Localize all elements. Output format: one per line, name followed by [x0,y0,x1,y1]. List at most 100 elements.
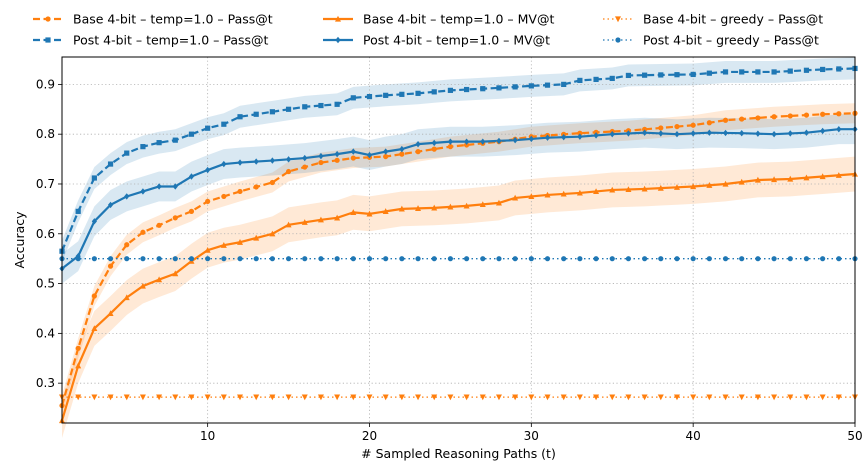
data-point [820,66,826,73]
data-point [220,394,227,401]
data-point [237,394,244,401]
data-point [415,90,421,96]
data-point [447,256,454,262]
data-point [318,159,324,166]
data-point [124,242,130,248]
grid-lines [62,57,856,423]
data-point [285,168,292,175]
data-point [690,71,696,78]
data-point [722,256,729,262]
data-point [658,72,664,78]
legend-marker [45,16,51,22]
data-point [188,173,195,180]
data-point [75,256,81,262]
data-point [625,256,632,262]
data-point [463,142,470,148]
data-point [285,221,292,228]
data-point [285,106,292,112]
data-point [124,193,130,200]
data-point [803,174,810,181]
data-point [544,394,551,401]
data-point [124,256,130,262]
data-point [512,136,518,144]
data-point [771,256,777,262]
data-point [803,67,810,73]
data-point [819,394,826,401]
data-point [576,189,583,196]
data-point [269,394,276,401]
data-point [366,210,373,217]
series-line [60,67,856,252]
data-point [334,150,340,158]
y-axis-ticks: 0.3 0.4 0.5 0.6 0.7 0.8 0.9 [36,77,62,390]
data-point [544,134,551,141]
data-point [172,137,178,143]
legend-label: Post 4-bit – greedy – Pass@t [643,33,819,48]
legend-label: Base 4-bit – greedy – Pass@t [643,12,823,27]
data-point [399,256,405,262]
data-point [593,188,600,195]
data-point [463,138,470,145]
data-point [755,69,761,75]
y-tick-label: 0.7 [36,177,55,191]
data-point [480,256,486,262]
data-point [172,394,179,401]
data-point [625,186,632,193]
data-point [237,256,243,262]
data-point [609,394,616,401]
data-point [642,129,648,136]
data-point [690,256,696,262]
data-point [447,144,454,150]
data-point [739,116,745,122]
data-point [383,148,389,155]
data-point [835,394,842,401]
data-point [577,256,583,262]
data-point [221,193,227,200]
data-point [560,190,567,197]
data-point [172,183,178,190]
legend-label: Base 4-bit – temp=1.0 – Pass@t [73,12,273,27]
data-point [820,127,826,135]
data-point [820,256,826,262]
data-point [91,293,97,299]
data-point [820,111,826,117]
data-point [415,140,421,148]
data-point [593,76,599,83]
data-point [188,208,195,214]
data-point [382,394,389,401]
data-point [188,131,195,137]
data-point [738,178,745,185]
data-point [221,160,227,168]
data-point [383,153,389,160]
data-point [415,149,421,155]
x-axis-label: # Sampled Reasoning Paths (t) [361,446,556,461]
data-point [350,209,357,215]
data-point [528,193,535,200]
data-point [447,203,454,210]
data-point [318,102,324,109]
x-tick-label: 30 [524,429,539,443]
data-point [75,345,81,351]
data-point [124,150,130,156]
data-point [237,188,243,195]
data-point [269,179,275,186]
data-point [415,256,421,262]
data-point [107,161,114,167]
y-axis-label: Accuracy [12,211,27,269]
data-point [738,394,745,401]
legend-marker [615,16,621,23]
series-line [60,172,856,421]
data-point [528,135,534,143]
data-point [544,256,551,262]
data-point [658,125,664,131]
y-tick-label: 0.6 [36,227,55,241]
series-lines [60,67,856,421]
data-point [156,394,163,401]
data-point [350,148,356,155]
data-point [544,82,551,88]
data-point [156,276,163,283]
data-point [318,152,324,160]
data-point [803,394,810,401]
data-point [366,394,373,401]
data-point [140,188,146,195]
